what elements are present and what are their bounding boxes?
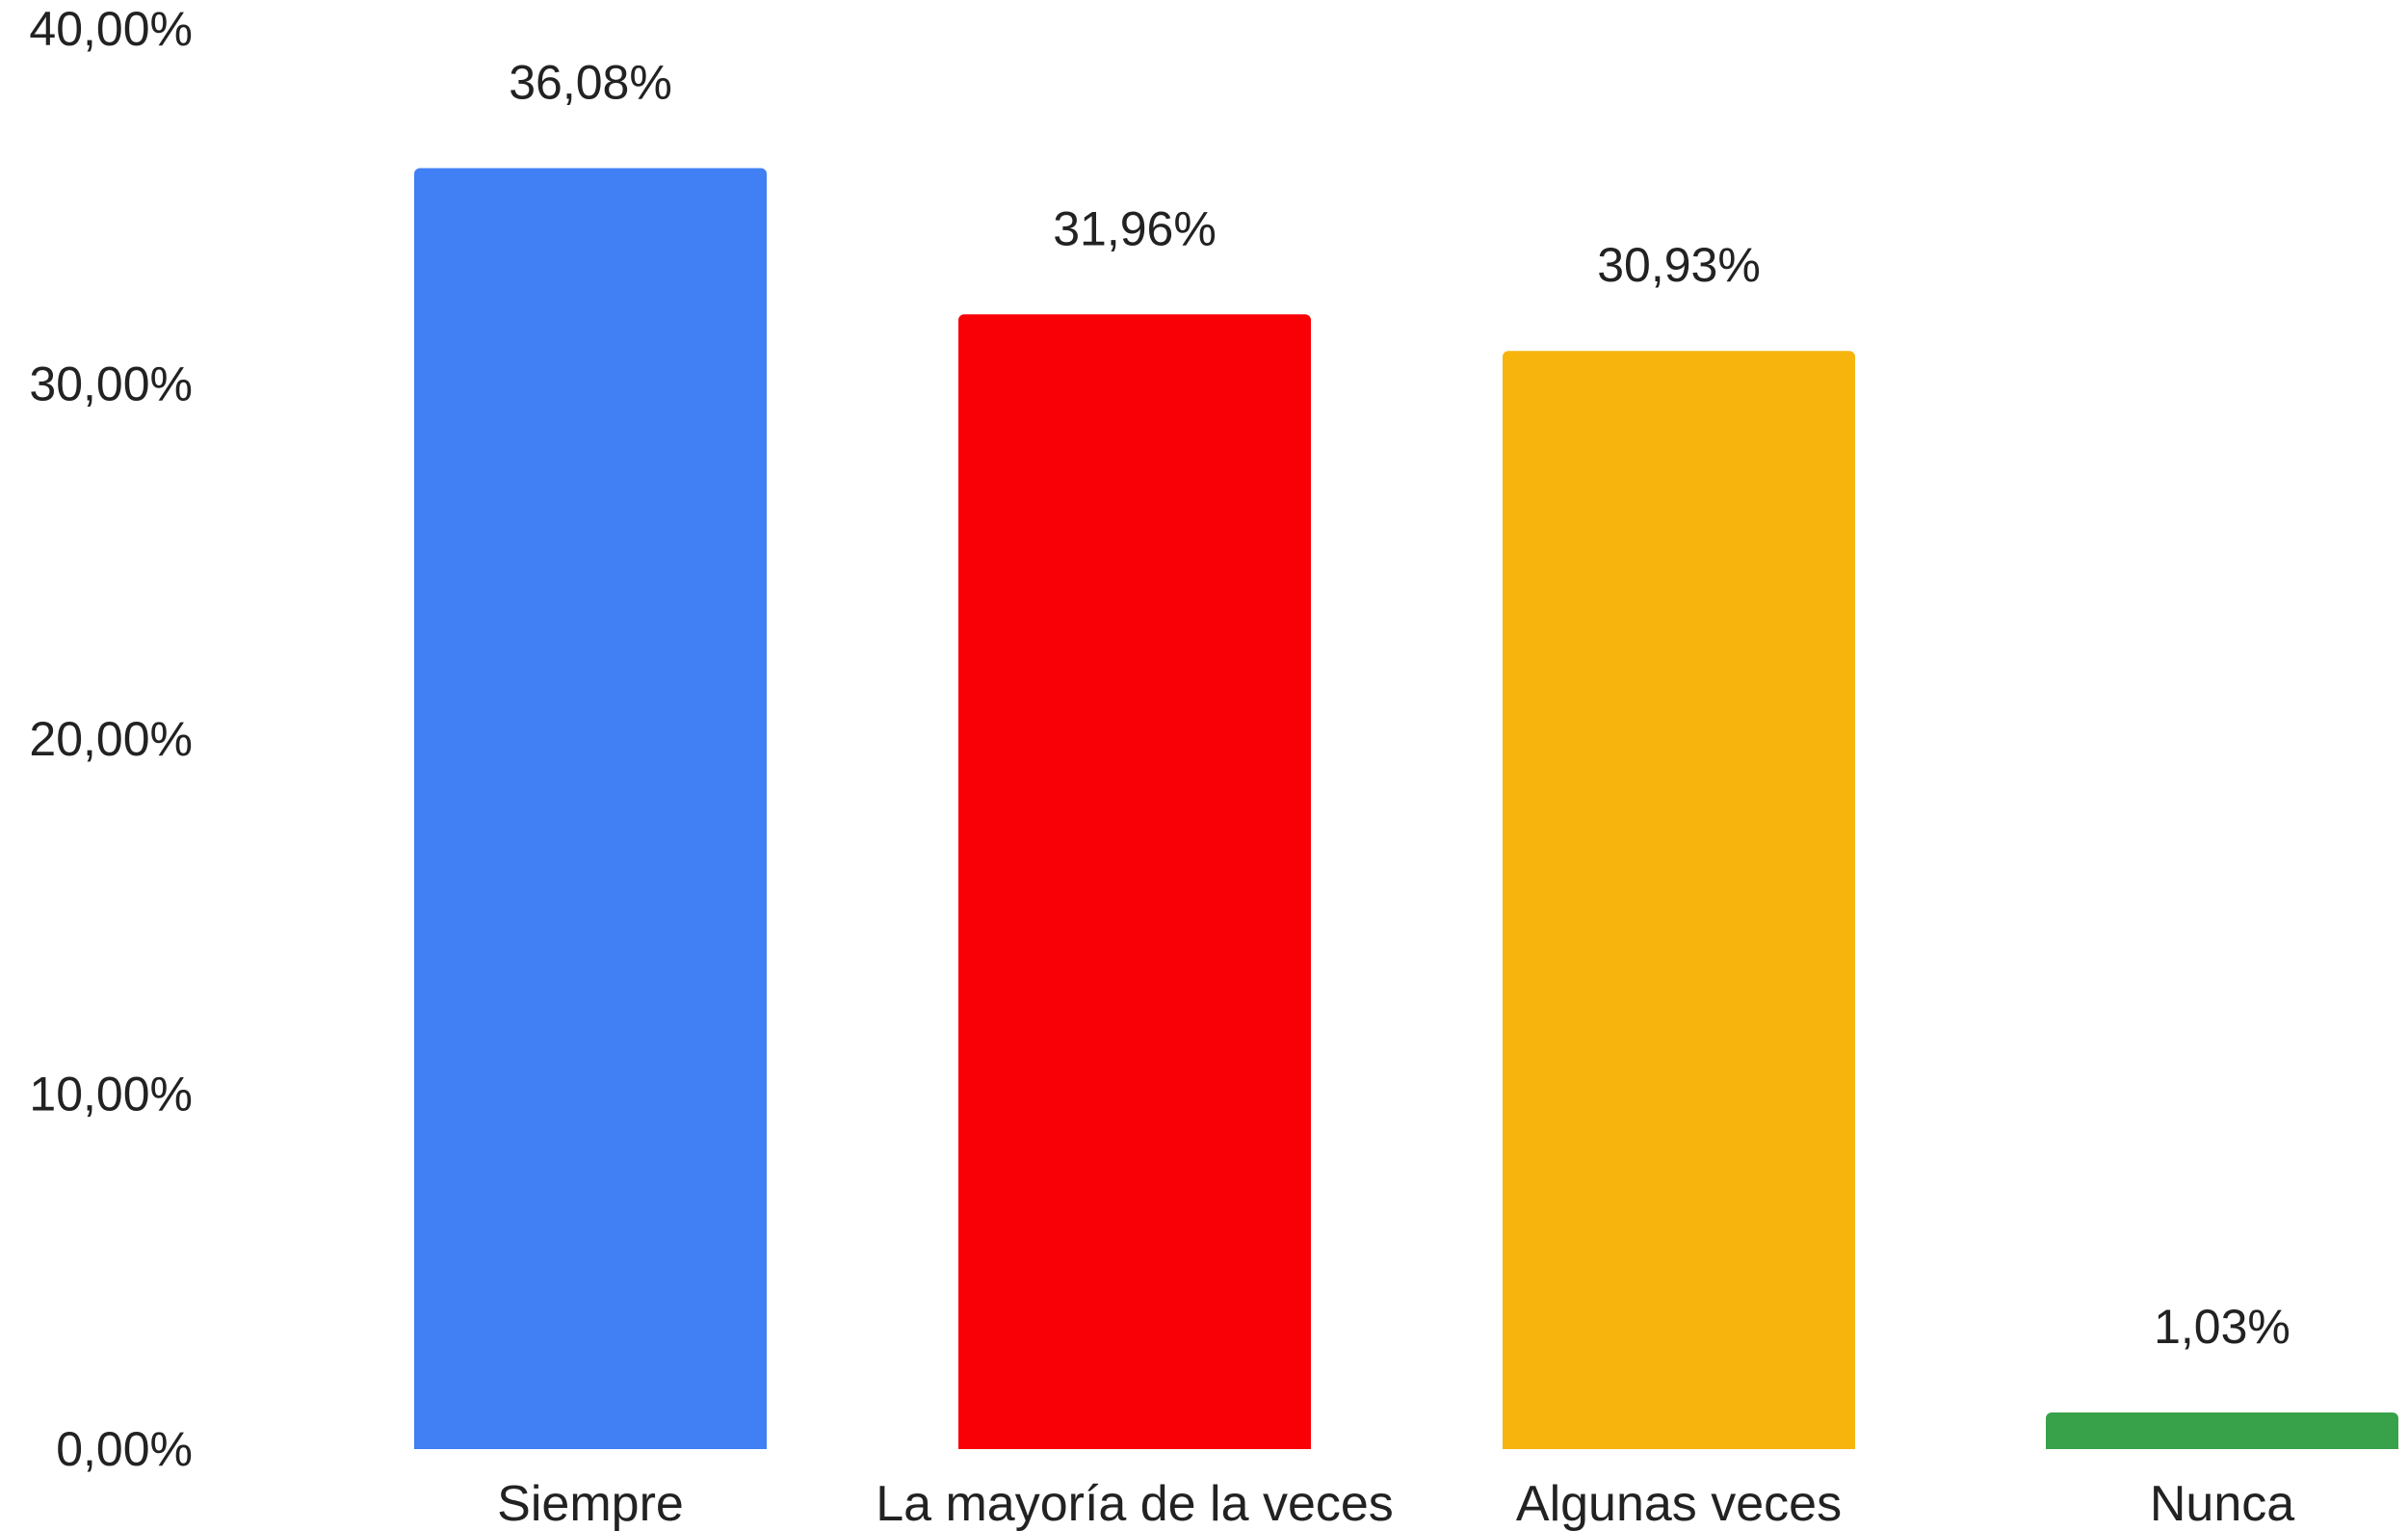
data-label: 1,03% — [2154, 1300, 2290, 1354]
y-tick-label: 20,00% — [29, 712, 193, 766]
data-labels: 36,08% 31,96% 30,93% 1,03% — [509, 55, 2290, 1354]
category-label: La mayoría de la veces — [876, 1476, 1394, 1531]
y-tick-label: 10,00% — [29, 1068, 193, 1122]
bar-base — [1503, 1441, 1855, 1449]
bar — [2046, 1412, 2398, 1449]
bar-base — [958, 1441, 1311, 1449]
category-label: Nunca — [2150, 1476, 2294, 1531]
y-axis-ticks: 0,00% 10,00% 20,00% 30,00% 40,00% — [29, 2, 193, 1476]
bars — [414, 168, 2398, 1450]
bar-base — [2046, 1441, 2398, 1449]
y-tick-label: 30,00% — [29, 357, 193, 411]
bar — [958, 314, 1311, 1450]
bar — [414, 168, 767, 1449]
bar-base — [414, 1441, 767, 1449]
data-label: 30,93% — [1597, 238, 1761, 292]
x-axis-labels: Siempre La mayoría de la veces Algunas vec… — [497, 1476, 2294, 1531]
data-label: 31,96% — [1053, 201, 1217, 255]
category-label: Algunas veces — [1516, 1476, 1842, 1531]
bar — [1503, 351, 1855, 1449]
data-label: 36,08% — [509, 55, 672, 109]
category-label: Siempre — [497, 1476, 684, 1531]
y-tick-label: 40,00% — [29, 2, 193, 56]
y-tick-label: 0,00% — [56, 1422, 193, 1476]
